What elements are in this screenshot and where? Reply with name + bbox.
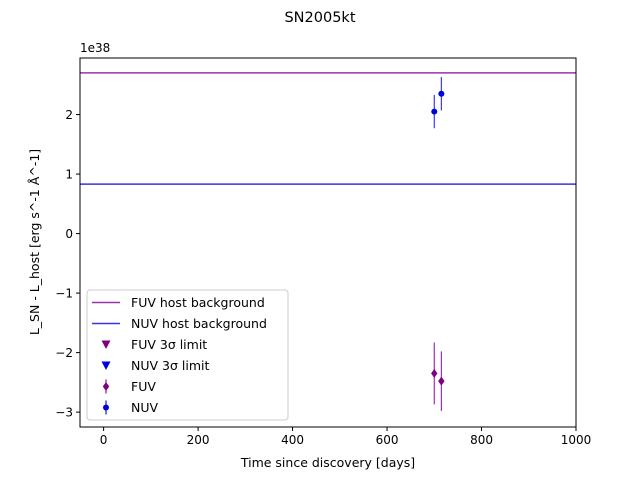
legend-box	[86, 289, 289, 421]
legend-entry: FUV host background	[92, 295, 265, 310]
marker-circle	[438, 90, 445, 97]
data-point-fuv-1	[438, 351, 445, 411]
x-tick-label: 1000	[561, 433, 592, 447]
legend-swatch-triangle	[101, 361, 111, 370]
y-axis-label: L_SN - L_host [erg s^-1 Å^-1]	[27, 149, 42, 335]
marker-diamond	[431, 368, 438, 378]
y-tick-label: 0	[65, 227, 73, 241]
y-tick-label: 2	[65, 108, 73, 122]
x-tick-label: 600	[376, 433, 399, 447]
marker-diamond	[438, 376, 445, 386]
y-tick-label: −1	[55, 286, 73, 300]
legend: FUV host background NUV host background FU…	[86, 289, 289, 421]
legend-entry: FUV	[102, 379, 156, 394]
legend-swatch-triangle	[101, 340, 111, 349]
data-point-nuv-0	[431, 94, 438, 129]
legend-swatch-diamond	[102, 382, 110, 391]
x-axis-label: Time since discovery [days]	[240, 455, 415, 470]
chart-title: SN2005kt	[284, 10, 355, 26]
legend-entry: NUV host background	[92, 316, 267, 331]
y-offset-text: 1e38	[80, 41, 110, 55]
plot-frame	[79, 57, 577, 428]
x-axis: 0 200 400 600 800 1000	[100, 427, 591, 447]
legend-label: FUV	[131, 379, 156, 394]
y-tick-label: 1	[65, 167, 73, 181]
x-tick-label: 200	[187, 433, 210, 447]
legend-label: NUV	[131, 400, 158, 415]
data-point-nuv-1	[438, 77, 445, 111]
x-tick-label: 800	[470, 433, 493, 447]
data-point-fuv-0	[431, 342, 438, 405]
legend-entry: FUV 3σ limit	[101, 337, 207, 352]
y-tick-label: −2	[55, 346, 73, 360]
legend-label: NUV host background	[131, 316, 267, 331]
y-axis: −3 −2 −1 0 1 2	[55, 108, 80, 419]
x-tick-label: 0	[100, 433, 108, 447]
legend-swatch-circle	[103, 404, 109, 411]
legend-label: FUV 3σ limit	[131, 337, 207, 352]
y-tick-label: −3	[55, 405, 73, 419]
x-tick-label: 400	[281, 433, 304, 447]
plot-area	[80, 72, 576, 411]
legend-label: FUV host background	[131, 295, 265, 310]
marker-circle	[431, 108, 438, 115]
legend-entry: NUV	[103, 400, 158, 415]
legend-label: NUV 3σ limit	[131, 358, 209, 373]
legend-entry: NUV 3σ limit	[101, 358, 209, 373]
